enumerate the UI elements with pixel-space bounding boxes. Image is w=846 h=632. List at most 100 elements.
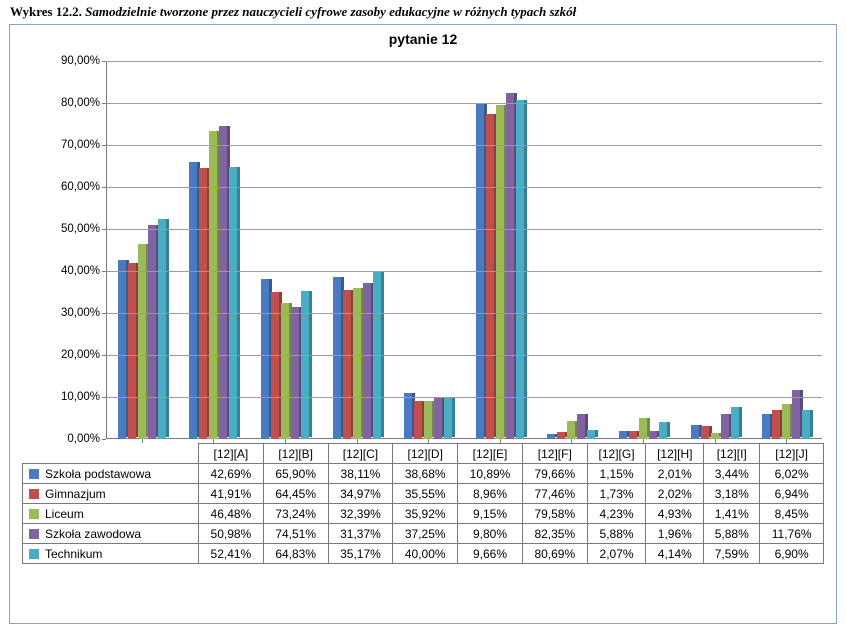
value-cell: 3,44%	[704, 464, 760, 484]
bar	[649, 431, 657, 439]
value-cell: 1,96%	[646, 524, 704, 544]
category-header: [12][J]	[760, 444, 824, 464]
figure-caption: Wykres 12.2. Samodzielnie tworzone przez…	[0, 0, 846, 22]
bar	[486, 114, 494, 439]
value-cell: 74,51%	[263, 524, 328, 544]
bar	[762, 414, 770, 439]
bar	[404, 393, 412, 439]
value-cell: 8,96%	[458, 484, 523, 504]
value-cell: 52,41%	[199, 544, 264, 564]
legend-swatch	[29, 489, 39, 499]
bar-group	[261, 61, 309, 439]
value-cell: 37,25%	[393, 524, 458, 544]
bar	[802, 410, 810, 439]
bar	[619, 431, 627, 439]
bar-group	[547, 61, 595, 439]
gridline	[106, 313, 822, 314]
bar-groups	[106, 61, 822, 439]
bar	[731, 407, 739, 439]
bar	[118, 260, 126, 439]
value-cell: 4,93%	[646, 504, 704, 524]
value-cell: 2,02%	[646, 484, 704, 504]
y-tick-mark	[102, 103, 106, 104]
table-row: Szkoła podstawowa42,69%65,90%38,11%38,68…	[23, 464, 824, 484]
value-cell: 35,55%	[393, 484, 458, 504]
category-header: [12][D]	[393, 444, 458, 464]
page: Wykres 12.2. Samodzielnie tworzone przez…	[0, 0, 846, 632]
y-tick-mark	[102, 355, 106, 356]
value-cell: 2,01%	[646, 464, 704, 484]
bar	[587, 430, 595, 439]
bar	[219, 126, 227, 439]
value-cell: 42,69%	[199, 464, 264, 484]
y-tick-label: 80,00%	[61, 97, 100, 109]
gridline	[106, 187, 822, 188]
y-tick-label: 70,00%	[61, 139, 100, 151]
y-tick-mark	[102, 61, 106, 62]
bar-group	[476, 61, 524, 439]
category-header: [12][I]	[704, 444, 760, 464]
category-header: [12][C]	[328, 444, 393, 464]
value-cell: 1,15%	[587, 464, 646, 484]
value-cell: 82,35%	[522, 524, 587, 544]
value-cell: 9,15%	[458, 504, 523, 524]
bar	[721, 414, 729, 439]
bar	[557, 432, 565, 439]
bar	[547, 434, 555, 439]
y-tick-label: 90,00%	[61, 55, 100, 67]
value-cell: 1,41%	[704, 504, 760, 524]
bar	[209, 131, 217, 439]
bar	[567, 421, 575, 439]
caption-label: Wykres 12.2.	[10, 4, 82, 19]
plot-area: 0,00%10,00%20,00%30,00%40,00%50,00%60,00…	[106, 61, 822, 439]
caption-text: Samodzielnie tworzone przez nauczycieli …	[85, 4, 576, 19]
bar-group	[691, 61, 739, 439]
bar-group	[404, 61, 452, 439]
legend-swatch	[29, 529, 39, 539]
value-cell: 31,37%	[328, 524, 393, 544]
legend-cell: Gimnazjum	[23, 484, 199, 504]
value-cell: 10,89%	[458, 464, 523, 484]
value-cell: 3,18%	[704, 484, 760, 504]
value-cell: 64,45%	[263, 484, 328, 504]
value-cell: 5,88%	[704, 524, 760, 544]
y-tick-mark	[102, 271, 106, 272]
value-cell: 2,07%	[587, 544, 646, 564]
category-header: [12][G]	[587, 444, 646, 464]
y-tick-label: 50,00%	[61, 223, 100, 235]
legend-label: Szkoła podstawowa	[45, 467, 151, 481]
legend-label: Gimnazjum	[45, 487, 106, 501]
bar	[414, 401, 422, 439]
value-cell: 6,90%	[760, 544, 824, 564]
bar	[353, 288, 361, 439]
y-tick-label: 60,00%	[61, 181, 100, 193]
bar-group	[619, 61, 667, 439]
value-cell: 1,73%	[587, 484, 646, 504]
value-cell: 9,66%	[458, 544, 523, 564]
legend-label: Technikum	[45, 547, 102, 561]
category-header: [12][H]	[646, 444, 704, 464]
gridline	[106, 355, 822, 356]
value-cell: 35,17%	[328, 544, 393, 564]
bar	[229, 167, 237, 439]
legend-label: Liceum	[45, 507, 84, 521]
y-tick-label: 20,00%	[61, 349, 100, 361]
plot: 0,00%10,00%20,00%30,00%40,00%50,00%60,00…	[106, 61, 822, 439]
bar	[281, 303, 289, 439]
bar	[148, 225, 156, 439]
value-cell: 38,68%	[393, 464, 458, 484]
legend-cell: Szkoła zawodowa	[23, 524, 199, 544]
value-cell: 73,24%	[263, 504, 328, 524]
value-cell: 11,76%	[760, 524, 824, 544]
value-cell: 4,14%	[646, 544, 704, 564]
bar	[639, 418, 647, 439]
value-cell: 80,69%	[522, 544, 587, 564]
value-cell: 65,90%	[263, 464, 328, 484]
legend-swatch	[29, 509, 39, 519]
y-tick-mark	[102, 187, 106, 188]
bar	[363, 283, 371, 439]
value-cell: 6,02%	[760, 464, 824, 484]
value-cell: 4,23%	[587, 504, 646, 524]
value-cell: 8,45%	[760, 504, 824, 524]
bar	[659, 422, 667, 439]
